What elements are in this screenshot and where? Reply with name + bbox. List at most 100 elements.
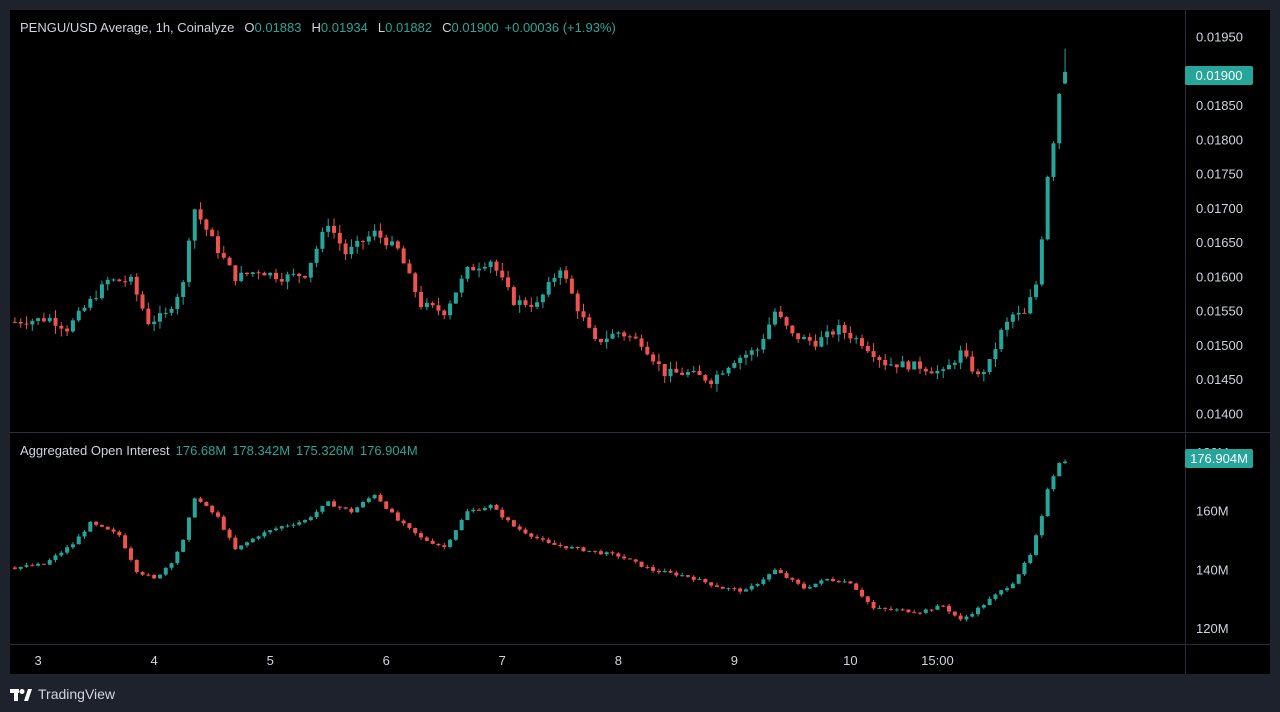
time-tick-7: 10 (843, 653, 857, 668)
price-candle-144 (848, 332, 853, 339)
oi-candle-4 (36, 563, 41, 566)
price-candle-25 (157, 313, 162, 322)
price-candle-26 (163, 312, 168, 314)
chart-canvas[interactable]: 0.01950 0.01900 0.01850 0.01800 0.01750 0.017… (10, 10, 1270, 674)
price-candle-13 (88, 298, 93, 308)
oi-candle-161 (947, 605, 952, 612)
tradingview-logo-icon[interactable] (10, 687, 32, 702)
price-candle-5 (41, 318, 46, 322)
price-candle-127 (749, 350, 754, 355)
oi-candle-139 (819, 580, 824, 584)
price-candle-101 (598, 339, 603, 343)
oi-candle-61 (366, 498, 371, 502)
price-candle-19 (123, 281, 128, 283)
oi-candle-147 (865, 596, 870, 602)
time-tick-2: 5 (267, 653, 274, 668)
oi-candle-164 (964, 616, 969, 620)
oi-candle-93 (552, 542, 557, 545)
price-candle-87 (517, 300, 522, 305)
price-candle-81 (482, 266, 487, 269)
price-candle-51 (308, 262, 313, 278)
oi-candle-19 (123, 535, 128, 549)
price-candle-128 (755, 349, 760, 351)
price-candle-65 (390, 241, 395, 246)
price-candle-50 (303, 276, 307, 278)
price-candle-42 (256, 272, 261, 274)
price-candle-145 (854, 338, 859, 340)
brand-name[interactable]: TradingView (38, 686, 116, 702)
price-candle-70 (419, 292, 424, 308)
time-tick-1: 4 (151, 653, 158, 668)
price-candle-117 (691, 370, 696, 373)
oi-candle-45 (273, 528, 278, 531)
oi-candle-0 (12, 567, 17, 569)
oi-candle-132 (778, 569, 783, 574)
oi-value-2: 178.342M (232, 443, 291, 458)
price-tick-10: 0.01450 (1196, 372, 1243, 387)
oi-candle-43 (262, 532, 267, 537)
price-candle-20 (128, 276, 133, 282)
oi-candle-87 (517, 526, 522, 530)
price-candle-161 (947, 364, 952, 370)
oi-candle-37 (227, 529, 232, 538)
oi-candle-35 (215, 512, 220, 517)
price-candle-30 (186, 240, 191, 283)
last-price-badge: 0.01900 (1185, 66, 1253, 85)
oi-candle-133 (784, 573, 789, 578)
oi-candle-160 (941, 605, 946, 607)
price-candle-23 (146, 308, 151, 325)
price-candle-109 (645, 346, 650, 355)
price-tick-7: 0.01600 (1196, 269, 1243, 284)
price-candle-150 (883, 360, 888, 366)
oi-candle-92 (546, 539, 551, 543)
price-candle-77 (459, 278, 464, 293)
oi-candle-68 (407, 523, 412, 528)
oi-candle-62 (372, 494, 377, 499)
oi-candle-66 (395, 512, 400, 521)
price-tick-0: 0.01950 (1196, 30, 1243, 45)
oi-candle-20 (128, 548, 133, 560)
price-candle-46 (279, 279, 284, 282)
oi-candle-97 (575, 547, 580, 549)
price-candle-173 (1016, 312, 1021, 315)
oi-candle-16 (105, 526, 110, 530)
price-candle-112 (662, 364, 667, 377)
price-candle-156 (918, 361, 923, 369)
price-candle-85 (506, 277, 511, 288)
oi-candle-148 (871, 601, 876, 609)
price-candle-58 (349, 246, 354, 255)
oi-candle-59 (355, 507, 360, 513)
oi-candle-76 (453, 530, 458, 540)
oi-tick-1: 160M (1196, 504, 1229, 519)
price-candle-169 (993, 349, 998, 360)
price-candle-175 (1028, 297, 1033, 314)
price-candle-8 (59, 325, 64, 329)
price-candle-17 (111, 279, 116, 281)
price-candle-170 (999, 329, 1004, 350)
price-candle-39 (239, 272, 244, 282)
oi-candle-103 (610, 552, 615, 554)
price-candle-135 (796, 333, 801, 340)
oi-candle-169 (993, 594, 998, 599)
price-candle-164 (964, 350, 969, 357)
price-candle-71 (424, 302, 429, 308)
price-candle-136 (801, 337, 806, 340)
chart-frame[interactable]: 0.01950 0.01900 0.01850 0.01800 0.01750 0.017… (10, 10, 1270, 674)
oi-candle-79 (471, 509, 476, 512)
oi-candle-85 (506, 517, 511, 521)
price-candle-137 (807, 337, 812, 341)
price-candle-33 (204, 219, 209, 230)
oi-candle-81 (482, 508, 487, 511)
price-candle-129 (761, 338, 766, 350)
oi-candle-98 (581, 547, 586, 552)
oi-candle-180 (1057, 463, 1062, 477)
price-candle-134 (790, 325, 795, 334)
price-candle-86 (511, 287, 516, 305)
price-candle-168 (987, 359, 992, 372)
oi-candle-144 (848, 581, 853, 584)
price-candle-68 (407, 263, 412, 274)
price-candle-113 (668, 368, 673, 377)
price-candle-167 (981, 371, 986, 375)
oi-tick-3: 120M (1196, 621, 1229, 636)
price-candle-59 (355, 240, 360, 247)
